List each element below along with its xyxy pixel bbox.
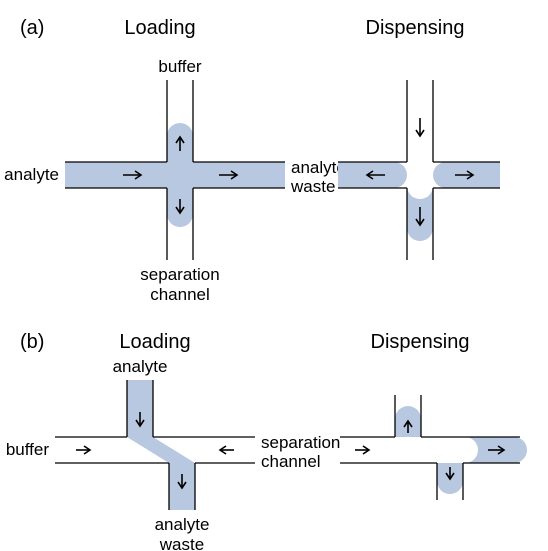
separation-label-a1: separation [140,265,219,284]
separation-label-b2: channel [261,452,321,471]
loading-title-a: Loading [124,17,195,39]
diagram-svg: (a) Loading Dispensing buffer analyte analyte… [0,0,548,551]
separation-label-b1: separation [261,433,340,452]
panel-b-label: (b) [20,331,44,353]
dispensing-title-a: Dispensing [366,17,465,39]
loading-title-b: Loading [119,331,190,353]
buffer-label-a: buffer [158,57,202,76]
analyte-waste-label-a1: analyte [291,158,346,177]
analyte-label-a: analyte [4,165,59,184]
panel-a-label: (a) [20,17,44,39]
loading-a-horizontal-fill [65,162,285,188]
analyte-waste-label-b1: analyte [155,515,210,534]
analyte-label-b: analyte [113,357,168,376]
dispensing-title-b: Dispensing [371,331,470,353]
separation-label-a2: channel [150,285,210,304]
loading-b-stream [127,380,195,510]
analyte-waste-label-b2: waste [159,535,204,551]
analyte-waste-label-a2: waste [290,177,335,196]
buffer-label-b: buffer [6,440,50,459]
